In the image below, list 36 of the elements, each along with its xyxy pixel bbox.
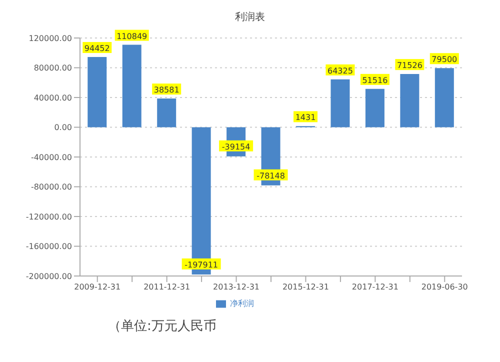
y-tick-label: 0.00 [54, 123, 72, 132]
data-label: 51516 [362, 76, 388, 85]
data-label: -78148 [256, 171, 285, 180]
data-label: 110849 [116, 32, 148, 41]
data-label: -197911 [184, 260, 218, 270]
x-tick-label: 2015-12-31 [282, 282, 329, 292]
y-tick-label: 120000.00 [28, 34, 72, 43]
data-label: -39154 [222, 142, 250, 152]
y-tick-label: 80000.00 [34, 64, 72, 73]
data-label: 38581 [154, 86, 180, 95]
bar [365, 88, 384, 128]
x-tick-label: 2019-06-30 [421, 282, 468, 292]
data-label: 94452 [84, 44, 110, 53]
bar [330, 79, 350, 128]
chart-title: 利润表 [234, 10, 266, 24]
x-tick-label: 2013-12-31 [213, 282, 260, 292]
bar [157, 98, 176, 128]
bar [400, 74, 420, 128]
x-tick-label: 2011-12-31 [144, 282, 190, 292]
y-tick-label: -200000.00 [26, 272, 72, 281]
x-tick-label: 2009-12-31 [74, 282, 121, 292]
bar [122, 44, 142, 128]
x-tick-label: 2017-12-31 [352, 282, 398, 292]
legend-label: 净利润 [230, 299, 254, 308]
data-label: 71526 [396, 61, 422, 70]
data-label: 79500 [432, 55, 458, 64]
bar [88, 57, 107, 128]
y-tick-label: 40000.00 [34, 93, 72, 102]
y-tick-label: -160000.00 [26, 242, 72, 252]
y-tick-label: -40000.00 [30, 152, 72, 162]
data-label: 1431 [295, 113, 316, 122]
data-label: 64325 [328, 66, 353, 76]
y-tick-label: -120000.00 [26, 212, 72, 222]
text: （单位:万元人民币 [107, 318, 218, 335]
bar [434, 68, 454, 128]
y-tick-label: -80000.00 [30, 182, 72, 192]
